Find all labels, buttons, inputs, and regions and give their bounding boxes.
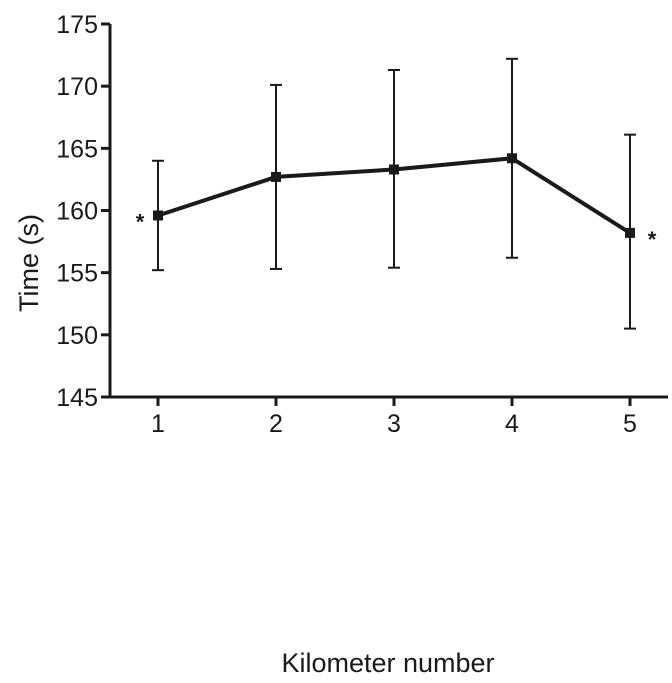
x-tick-label: 3 (387, 410, 401, 438)
data-point (389, 164, 399, 175)
data-point (271, 171, 281, 182)
y-tick-label: 155 (56, 260, 98, 288)
axes (101, 22, 668, 406)
series-line (153, 153, 635, 238)
x-tick-label: 2 (269, 410, 283, 438)
significance-marker: * (136, 209, 145, 234)
data-point (625, 227, 635, 238)
tick-labels: 145 150 155 160 165 170 175 1 2 3 4 5 * * (56, 11, 656, 438)
data-point (153, 210, 163, 221)
x-axis-title: Kilometer number (281, 648, 494, 678)
x-tick-label: 4 (505, 410, 519, 438)
significance-marker: * (648, 227, 657, 252)
data-point (507, 153, 517, 164)
y-tick-label: 165 (56, 135, 98, 163)
y-tick-label: 170 (56, 73, 98, 101)
y-axis-title: Time (s) (14, 214, 44, 312)
y-tick-label: 160 (56, 198, 98, 226)
x-tick-label: 5 (623, 410, 637, 438)
y-tick-label: 145 (56, 384, 98, 412)
x-tick-label: 1 (151, 410, 165, 438)
y-tick-label: 175 (56, 11, 98, 39)
y-tick-label: 150 (56, 322, 98, 350)
